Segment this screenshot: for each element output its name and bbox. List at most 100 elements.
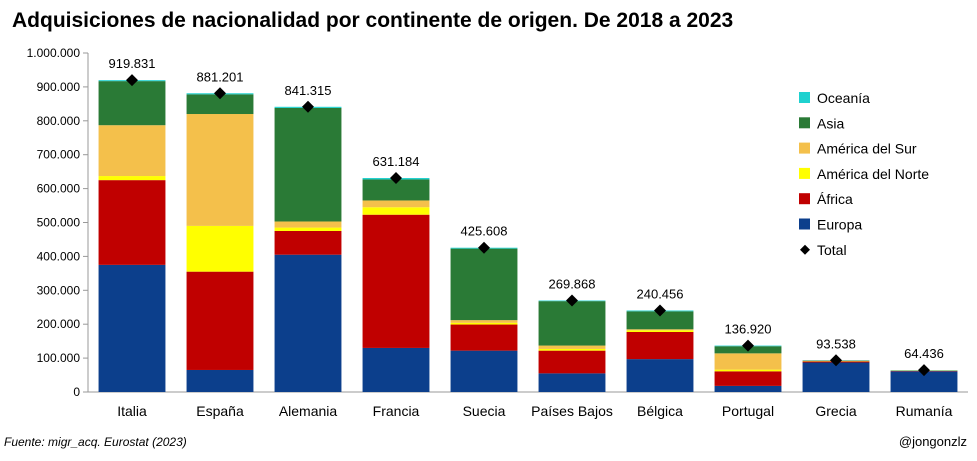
total-label: 919.831 [109, 56, 156, 71]
legend-swatch [799, 117, 810, 129]
bar-segment [274, 107, 342, 222]
x-tick-label: España [196, 403, 244, 419]
stacked-bar-chart: 0 100.000 200.000 300.000 400.000 500.000 600.… [27, 46, 968, 419]
bar-segment [186, 94, 254, 115]
y-tick-label: 1.000.000 [27, 46, 81, 60]
x-axis: Italia España Alemania Francia Suecia Países … [88, 391, 968, 419]
y-tick-label: 0 [73, 385, 80, 399]
legend-swatch [799, 193, 810, 205]
y-tick-label: 200.000 [37, 317, 81, 331]
bar-segment [98, 180, 166, 265]
x-tick-label: Países Bajos [531, 403, 613, 419]
total-label: 425.608 [461, 224, 508, 239]
total-marker [214, 87, 226, 100]
legend-marker [800, 244, 810, 255]
total-label: 93.538 [816, 336, 856, 351]
legend-label: Total [817, 242, 847, 258]
bar-segment [186, 114, 254, 226]
bar-segment [362, 200, 430, 208]
bar-segment [450, 322, 518, 325]
total-label: 136.920 [725, 322, 772, 337]
legend-swatch [799, 142, 810, 154]
total-label: 841.315 [285, 83, 332, 98]
x-tick-label: Francia [373, 403, 420, 419]
y-tick-label: 300.000 [37, 283, 81, 297]
bar-segment [890, 371, 958, 392]
legend-label: Asia [817, 115, 844, 131]
y-tick-label: 600.000 [37, 182, 81, 196]
y-tick-label: 700.000 [37, 148, 81, 162]
total-label: 240.456 [637, 286, 684, 301]
bar-segment [362, 214, 430, 348]
chart-title: Adquisiciones de nacionalidad por contin… [12, 9, 734, 32]
bar-segment [362, 207, 430, 215]
total-marker [830, 354, 842, 367]
bar-segment [450, 248, 518, 321]
bar-segment [362, 179, 430, 201]
bar-segment [802, 362, 870, 392]
x-tick-label: Portugal [722, 403, 774, 419]
total-label: 64.436 [904, 346, 944, 361]
bar-segment [714, 369, 782, 372]
bar-segment [714, 371, 782, 386]
total-marker [566, 294, 578, 307]
legend-label: América del Norte [817, 166, 929, 182]
y-tick-label: 500.000 [37, 216, 81, 230]
bar-segment [450, 350, 518, 392]
total-markers: 919.831 881.201 841.315 631.184 425.608 269.8… [109, 56, 944, 377]
bar-segment [186, 271, 254, 370]
legend: Oceanía Asia América del Sur América del No… [799, 90, 929, 258]
bar-segment [626, 330, 694, 332]
total-marker [390, 172, 402, 185]
bar-segment [186, 369, 254, 392]
bar-segment [98, 125, 166, 177]
x-tick-label: Italia [117, 403, 147, 419]
x-tick-label: Bélgica [637, 403, 683, 419]
bar-segment [450, 324, 518, 351]
bar-segment [626, 331, 694, 360]
bar-segment [714, 353, 782, 370]
total-label: 269.868 [549, 277, 596, 292]
bar-segment [626, 311, 694, 330]
bar-segment [538, 373, 606, 392]
legend-swatch [799, 167, 810, 179]
bar-segment [450, 320, 518, 323]
y-tick-label: 800.000 [37, 114, 81, 128]
legend-swatch [799, 218, 810, 230]
x-tick-label: Alemania [279, 403, 338, 419]
bar-segment [538, 345, 606, 349]
bar-segment [274, 227, 342, 231]
x-tick-label: Rumanía [896, 403, 953, 419]
bar-segment [98, 81, 166, 126]
total-marker [918, 364, 930, 377]
bar-segment [274, 221, 342, 228]
total-marker [126, 74, 138, 87]
y-axis: 0 100.000 200.000 300.000 400.000 500.000 600.… [27, 46, 89, 399]
bar-segment [538, 348, 606, 351]
total-label: 881.201 [197, 69, 244, 84]
total-marker [654, 304, 666, 317]
x-tick-label: Grecia [815, 403, 856, 419]
legend-label: Europa [817, 217, 862, 233]
legend-label: América del Sur [817, 141, 917, 157]
bar-segment [186, 225, 254, 272]
legend-swatch [799, 92, 810, 103]
y-tick-label: 900.000 [37, 80, 81, 94]
total-label: 631.184 [373, 154, 420, 169]
bar-segment [274, 230, 342, 255]
bar-segment [626, 359, 694, 392]
bar-segment [362, 347, 430, 392]
total-marker [478, 241, 490, 254]
bar-segment [714, 385, 782, 392]
bar-segment [538, 350, 606, 374]
legend-label: África [817, 191, 853, 207]
x-tick-label: Suecia [463, 403, 506, 419]
bar-segment [626, 329, 694, 331]
bar-segment [274, 254, 342, 392]
y-tick-label: 100.000 [37, 351, 81, 365]
author-handle: @jongonzlz [898, 434, 967, 449]
source-note: Fuente: migr_acq. Eurostat (2023) [4, 435, 187, 449]
y-tick-label: 400.000 [37, 249, 81, 263]
total-marker [302, 100, 314, 113]
bar-segment [538, 301, 606, 346]
